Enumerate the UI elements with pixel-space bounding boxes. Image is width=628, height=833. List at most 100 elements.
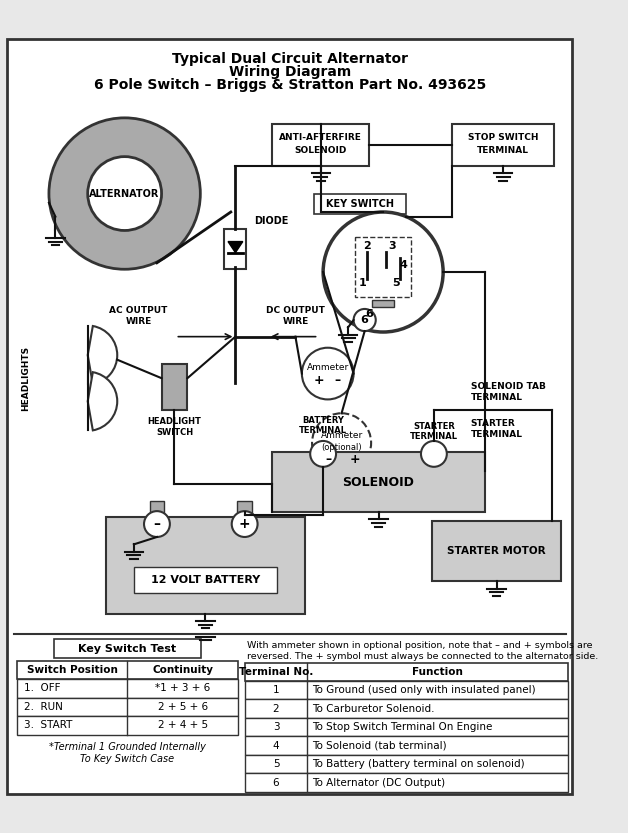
Text: To Battery (battery terminal on solenoid): To Battery (battery terminal on solenoid… xyxy=(312,759,524,769)
Text: 2.  RUN: 2. RUN xyxy=(24,702,63,712)
Bar xyxy=(432,521,561,581)
Bar xyxy=(16,716,238,735)
Text: To Solenoid (tab terminal): To Solenoid (tab terminal) xyxy=(312,741,447,751)
Text: *Terminal 1 Grounded Internally
To Key Switch Case: *Terminal 1 Grounded Internally To Key S… xyxy=(49,742,206,764)
Bar xyxy=(161,364,187,411)
Circle shape xyxy=(232,511,257,537)
Text: STARTER MOTOR: STARTER MOTOR xyxy=(447,546,546,556)
Bar xyxy=(372,300,394,307)
Text: Continuity: Continuity xyxy=(153,665,214,675)
Text: 1.  OFF: 1. OFF xyxy=(24,683,60,693)
Text: SOLENOID TAB
TERMINAL: SOLENOID TAB TERMINAL xyxy=(471,382,546,402)
Text: 6: 6 xyxy=(365,308,373,318)
Bar xyxy=(149,501,165,517)
Text: 1: 1 xyxy=(273,686,279,696)
Circle shape xyxy=(144,511,170,537)
Bar xyxy=(245,755,568,773)
Circle shape xyxy=(312,413,371,472)
Bar xyxy=(134,567,277,593)
Text: Typical Dual Circuit Alternator: Typical Dual Circuit Alternator xyxy=(172,52,408,67)
Wedge shape xyxy=(88,372,117,431)
Circle shape xyxy=(354,309,376,331)
Text: SOLENOID: SOLENOID xyxy=(295,146,347,155)
Text: 4: 4 xyxy=(399,260,408,270)
Bar xyxy=(245,700,568,718)
Text: DC OUTPUT
WIRE: DC OUTPUT WIRE xyxy=(266,307,325,326)
Wedge shape xyxy=(88,326,117,384)
Bar xyxy=(245,773,568,792)
Text: To Stop Switch Terminal On Engine: To Stop Switch Terminal On Engine xyxy=(312,722,492,732)
Bar xyxy=(53,640,201,658)
Bar xyxy=(16,679,238,697)
Bar xyxy=(224,228,247,269)
Text: To Alternator (DC Output): To Alternator (DC Output) xyxy=(312,777,445,787)
Text: 2 + 4 + 5: 2 + 4 + 5 xyxy=(158,721,208,731)
Text: BATTERY
TERMINAL: BATTERY TERMINAL xyxy=(299,416,347,436)
Text: STARTER
TERMINAL: STARTER TERMINAL xyxy=(471,419,523,439)
Text: –: – xyxy=(325,453,332,466)
Text: To Ground (used only with insulated panel): To Ground (used only with insulated pane… xyxy=(312,686,536,696)
Text: 3: 3 xyxy=(273,722,279,732)
Text: +: + xyxy=(349,453,360,466)
Text: Terminal No.: Terminal No. xyxy=(239,666,313,676)
Text: Key Switch Test: Key Switch Test xyxy=(78,644,176,654)
Bar xyxy=(106,516,305,614)
Text: +: + xyxy=(239,517,251,531)
Text: DIODE: DIODE xyxy=(254,217,288,227)
Text: 2: 2 xyxy=(273,704,279,714)
Circle shape xyxy=(302,347,354,399)
Text: 5: 5 xyxy=(392,278,400,288)
Bar xyxy=(237,501,252,517)
Text: STOP SWITCH: STOP SWITCH xyxy=(468,132,538,142)
Text: 6 Pole Switch – Briggs & Stratton Part No. 493625: 6 Pole Switch – Briggs & Stratton Part N… xyxy=(94,78,486,92)
Text: 4: 4 xyxy=(273,741,279,751)
Bar xyxy=(16,661,238,679)
Text: –: – xyxy=(334,375,340,387)
Text: 2: 2 xyxy=(362,242,371,252)
Text: 6: 6 xyxy=(273,777,279,787)
Bar xyxy=(245,736,568,755)
Circle shape xyxy=(49,117,200,269)
Bar xyxy=(245,662,568,681)
Text: ANTI-AFTERFIRE: ANTI-AFTERFIRE xyxy=(279,132,362,142)
Text: HEADLIGHTS: HEADLIGHTS xyxy=(21,346,30,411)
Circle shape xyxy=(88,157,161,231)
Bar xyxy=(314,193,406,214)
Text: Wiring Diagram: Wiring Diagram xyxy=(229,65,351,79)
Bar xyxy=(273,124,369,166)
Text: AC OUTPUT
WIRE: AC OUTPUT WIRE xyxy=(109,307,168,326)
Text: Function: Function xyxy=(412,666,463,676)
Text: (optional): (optional) xyxy=(322,443,362,452)
Bar xyxy=(245,718,568,736)
Text: TERMINAL: TERMINAL xyxy=(477,146,529,155)
Text: +: + xyxy=(313,375,324,387)
Text: 2 + 5 + 6: 2 + 5 + 6 xyxy=(158,702,208,712)
Circle shape xyxy=(323,212,443,332)
Text: ALTERNATOR: ALTERNATOR xyxy=(89,188,160,198)
Text: With ammeter shown in optional position, note that – and + symbols are
reversed.: With ammeter shown in optional position,… xyxy=(247,641,598,661)
Bar xyxy=(355,237,411,297)
Text: –: – xyxy=(153,517,160,531)
Text: 5: 5 xyxy=(273,759,279,769)
Text: HEADLIGHT
SWITCH: HEADLIGHT SWITCH xyxy=(148,417,202,436)
Bar xyxy=(245,681,568,700)
Polygon shape xyxy=(228,242,243,252)
Bar xyxy=(16,697,238,716)
Text: KEY SWITCH: KEY SWITCH xyxy=(326,199,394,209)
Text: 12 VOLT BATTERY: 12 VOLT BATTERY xyxy=(151,576,260,586)
Text: 1: 1 xyxy=(359,278,367,288)
Bar xyxy=(452,124,554,166)
Text: 3.  START: 3. START xyxy=(24,721,72,731)
Circle shape xyxy=(310,441,336,466)
Text: Switch Position: Switch Position xyxy=(26,665,117,675)
Text: STARTER
TERMINAL: STARTER TERMINAL xyxy=(410,421,458,441)
Text: Ammeter: Ammeter xyxy=(320,431,363,440)
Text: 6: 6 xyxy=(360,315,369,325)
Bar xyxy=(273,452,485,512)
Text: Ammeter: Ammeter xyxy=(306,362,349,372)
Circle shape xyxy=(421,441,447,466)
Text: 3: 3 xyxy=(389,242,396,252)
Text: *1 + 3 + 6: *1 + 3 + 6 xyxy=(155,683,210,693)
Text: To Carburetor Solenoid.: To Carburetor Solenoid. xyxy=(312,704,435,714)
Text: SOLENOID: SOLENOID xyxy=(343,476,414,488)
